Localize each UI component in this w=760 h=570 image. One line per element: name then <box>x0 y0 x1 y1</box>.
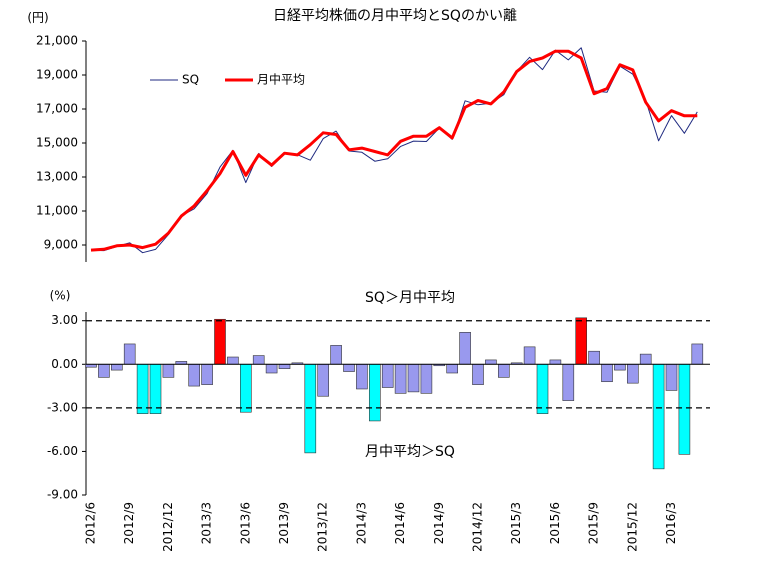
bar <box>601 363 613 383</box>
bar <box>562 363 575 401</box>
bar <box>98 363 110 378</box>
bar <box>240 363 252 413</box>
y-tick-label: -6.00 <box>47 444 78 458</box>
x-tick-label: 2012/9 <box>122 502 136 544</box>
chart-title: 日経平均株価の月中平均とSQのかい離 <box>273 7 517 24</box>
y-tick-label: 19,000 <box>36 68 78 82</box>
y-axis-unit: (%) <box>50 289 71 303</box>
y-tick-label: 13,000 <box>36 170 78 184</box>
bar <box>201 363 213 385</box>
series-line <box>90 47 698 254</box>
bar <box>626 363 639 384</box>
bar <box>162 363 175 378</box>
x-tick-label: 2012/12 <box>161 502 175 552</box>
bar <box>394 363 407 394</box>
y-tick-label: 17,000 <box>36 102 78 116</box>
bar <box>343 363 355 372</box>
x-tick-label: 2014/12 <box>471 502 485 552</box>
bar <box>317 363 330 397</box>
y-tick-label: 21,000 <box>36 34 78 48</box>
bar <box>536 363 549 414</box>
x-tick-label: 2015/12 <box>625 502 639 552</box>
bar <box>420 363 433 394</box>
bar <box>523 346 536 365</box>
y-tick-label: 15,000 <box>36 136 78 150</box>
bar <box>652 363 665 470</box>
x-tick-label: 2013/12 <box>316 502 330 552</box>
bar <box>188 363 200 387</box>
legend-label: SQ <box>182 73 199 87</box>
bar <box>497 363 510 378</box>
bar <box>252 355 265 365</box>
bar <box>304 363 317 454</box>
bar <box>639 353 652 365</box>
bar <box>575 317 588 365</box>
legend-label: 月中平均 <box>257 72 305 87</box>
annotation: 月中平均＞SQ <box>365 444 455 460</box>
bar <box>381 363 394 388</box>
x-tick-label: 2015/3 <box>509 502 523 544</box>
y-tick-label: 3.00 <box>51 313 78 327</box>
bar <box>123 343 136 365</box>
bar <box>330 345 342 365</box>
y-tick-label: -3.00 <box>47 400 78 414</box>
x-tick-label: 2014/3 <box>354 502 368 544</box>
series-line <box>90 49 698 252</box>
bar <box>136 363 149 414</box>
x-tick-label: 2012/6 <box>84 502 98 544</box>
x-tick-label: 2016/3 <box>664 502 678 544</box>
bar <box>588 350 600 365</box>
annotation: SQ＞月中平均 <box>365 290 455 306</box>
bar <box>614 363 626 371</box>
y-axis-unit: (円) <box>27 11 48 25</box>
bar <box>691 343 704 365</box>
bar <box>485 359 497 365</box>
bar <box>278 363 291 369</box>
bar <box>111 363 123 371</box>
x-tick-label: 2013/6 <box>238 502 252 544</box>
x-tick-label: 2014/9 <box>432 502 446 544</box>
y-tick-label: 11,000 <box>36 204 78 218</box>
bar <box>549 359 562 365</box>
bar <box>472 363 484 385</box>
x-tick-label: 2015/6 <box>548 502 562 544</box>
x-tick-label: 2013/9 <box>277 502 291 544</box>
bar <box>459 332 471 365</box>
y-tick-label: 0.00 <box>51 357 78 371</box>
x-tick-label: 2013/3 <box>200 502 214 544</box>
bar <box>214 318 226 365</box>
bar <box>227 356 239 365</box>
x-tick-label: 2015/9 <box>587 502 601 544</box>
bar <box>265 363 278 374</box>
x-tick-label: 2014/6 <box>393 502 407 544</box>
bar <box>678 363 691 455</box>
bar <box>665 363 678 391</box>
bar <box>368 363 381 422</box>
bar <box>356 363 368 390</box>
y-tick-label: -9.00 <box>47 488 78 502</box>
y-tick-label: 9,000 <box>44 238 78 252</box>
bar <box>149 363 162 414</box>
bar <box>446 363 459 374</box>
bar <box>407 363 420 393</box>
